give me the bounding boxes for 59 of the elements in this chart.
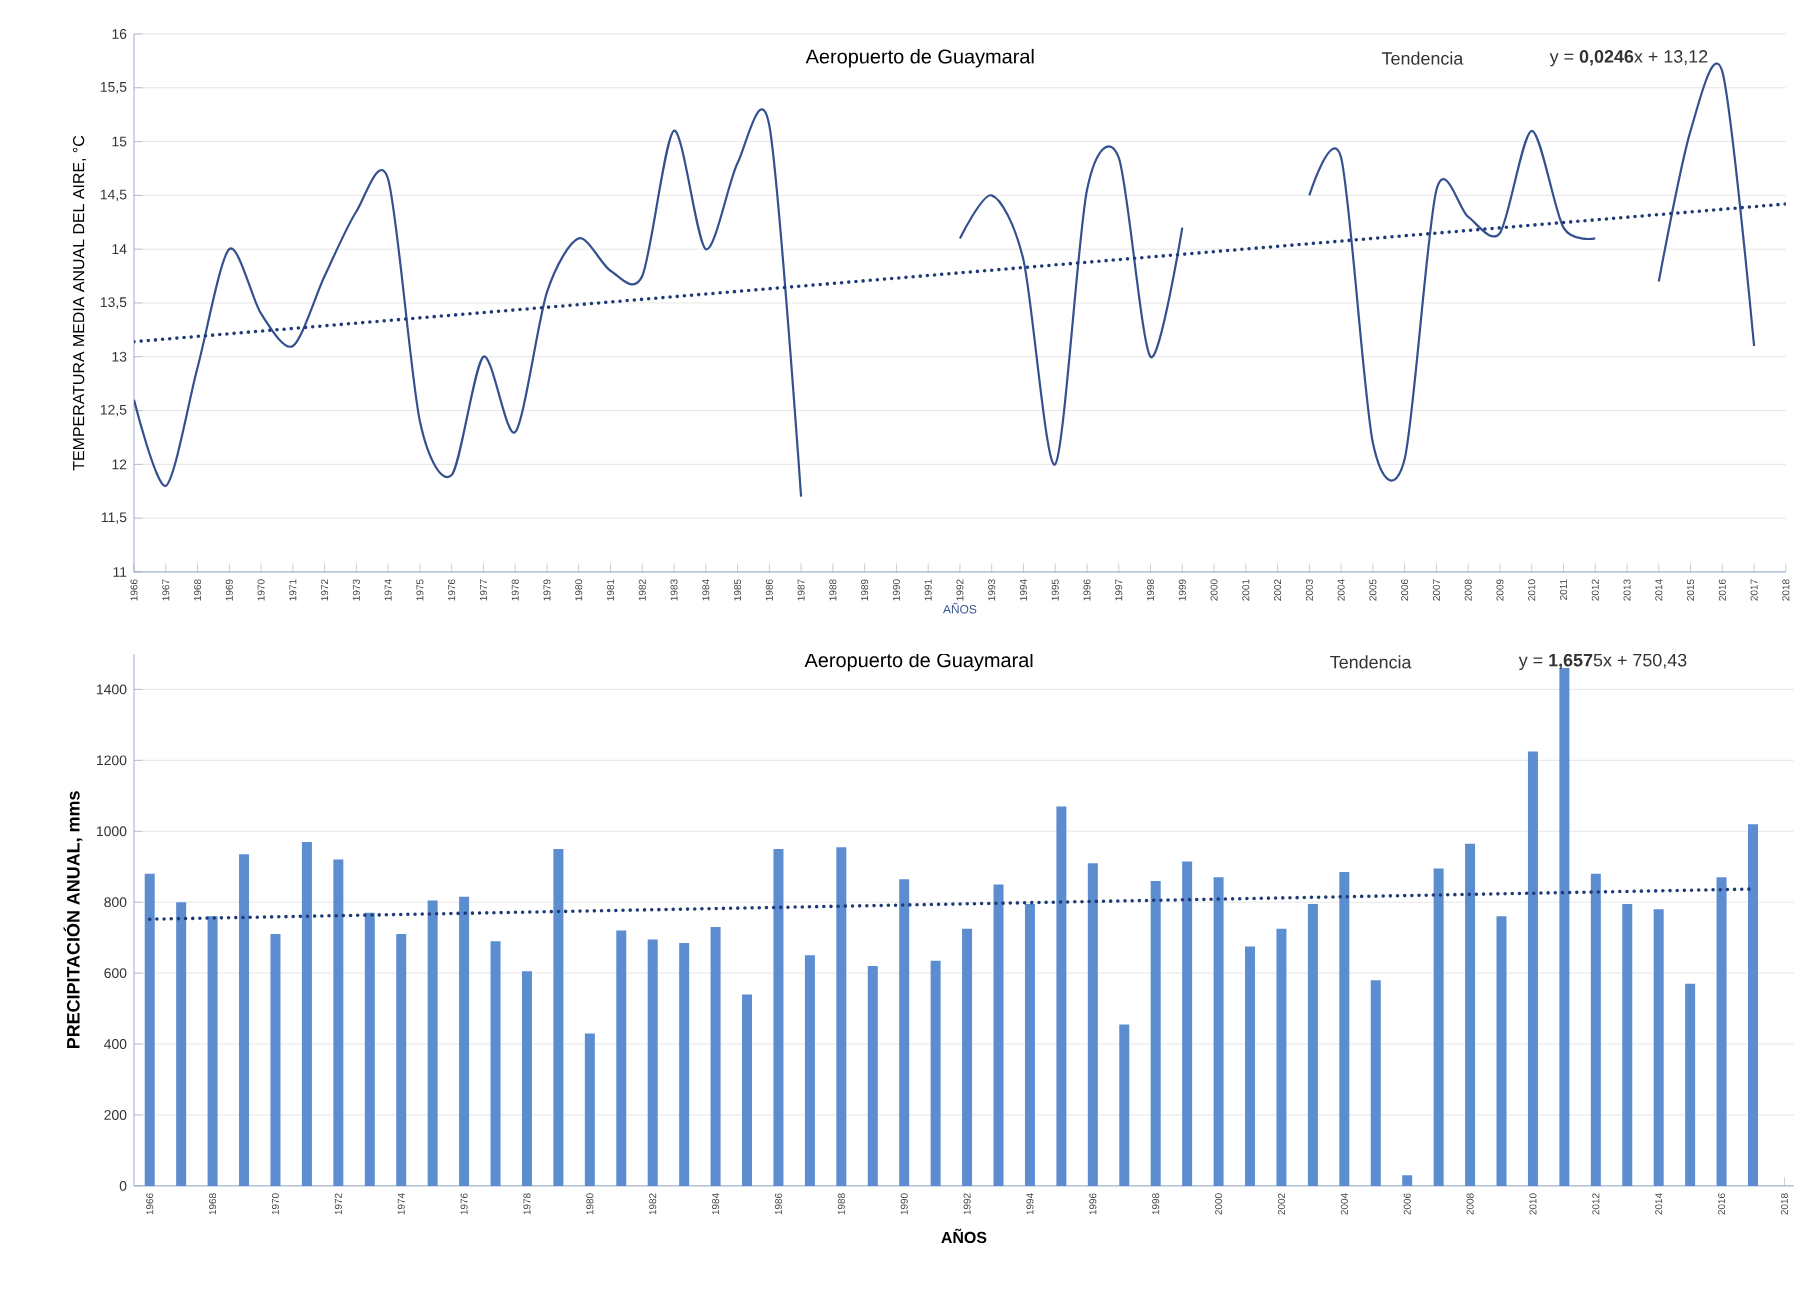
bar <box>773 849 784 1186</box>
bar <box>459 896 470 1186</box>
bar <box>930 960 941 1186</box>
bar <box>1087 863 1098 1186</box>
bar <box>1622 904 1633 1186</box>
bar <box>1339 872 1350 1186</box>
bar <box>1496 916 1507 1186</box>
bar <box>804 955 815 1186</box>
bar <box>679 943 690 1186</box>
bar <box>1276 928 1287 1186</box>
bar <box>1056 806 1067 1186</box>
bar <box>742 994 753 1186</box>
annotation: y = 0,0246x + 13,12 <box>1549 50 1708 67</box>
bar <box>1402 1175 1413 1186</box>
bar <box>1653 909 1664 1186</box>
bar <box>867 966 878 1186</box>
bar <box>836 847 847 1186</box>
bar <box>1716 877 1727 1186</box>
bar <box>553 849 564 1186</box>
bar <box>1150 880 1161 1186</box>
bar <box>396 934 407 1186</box>
annotation: y = 1,6575x + 750,43 <box>1518 653 1687 671</box>
bar <box>239 854 250 1186</box>
bar <box>1307 904 1318 1186</box>
chart-title: Aeropuerto de Guaymaral <box>804 652 1033 672</box>
bar <box>993 884 1004 1186</box>
bar <box>710 927 721 1186</box>
annotation: Tendencia <box>1381 51 1464 65</box>
bar <box>1370 980 1381 1186</box>
bar <box>1245 946 1256 1186</box>
bar <box>333 859 344 1186</box>
bar <box>490 941 501 1186</box>
bar <box>1527 751 1538 1186</box>
bar <box>1024 904 1035 1186</box>
bar <box>1213 877 1224 1186</box>
bar <box>521 971 532 1186</box>
bar <box>301 841 312 1186</box>
bar <box>270 934 281 1186</box>
bar <box>1685 983 1696 1186</box>
bar <box>207 916 218 1186</box>
bar <box>364 912 375 1186</box>
bar <box>1559 668 1570 1186</box>
y-axis-title: PRECIPITACIÓN ANUAL, mms <box>63 791 83 1049</box>
bar <box>1119 1024 1130 1186</box>
bar <box>176 902 187 1186</box>
bar <box>584 1033 595 1186</box>
text: Aeropuerto de Guaymaral <box>805 48 1034 68</box>
bar <box>616 930 627 1186</box>
annotation: Tendencia <box>1330 655 1412 669</box>
bar <box>1182 861 1193 1186</box>
bar <box>1465 843 1476 1186</box>
bar <box>144 873 155 1186</box>
bar <box>1590 873 1601 1186</box>
bar <box>1433 868 1444 1186</box>
bar <box>1748 824 1758 1186</box>
bar <box>427 900 438 1186</box>
bar <box>962 928 973 1186</box>
bar <box>647 939 658 1186</box>
bar <box>899 879 910 1186</box>
